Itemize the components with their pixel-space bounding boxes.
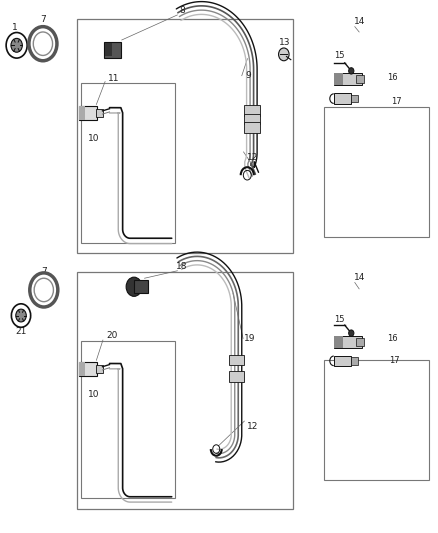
Bar bbox=[96, 365, 103, 373]
Bar bbox=[334, 93, 351, 104]
Bar bbox=[334, 73, 362, 85]
Bar bbox=[334, 356, 351, 366]
Text: 19: 19 bbox=[244, 334, 255, 343]
Bar bbox=[244, 114, 260, 124]
Circle shape bbox=[349, 330, 354, 336]
Bar bbox=[334, 73, 343, 85]
Text: 7: 7 bbox=[41, 268, 47, 276]
Text: 9: 9 bbox=[245, 71, 251, 80]
Text: 1: 1 bbox=[12, 23, 18, 32]
Circle shape bbox=[349, 68, 354, 74]
Circle shape bbox=[126, 277, 142, 296]
Text: 12: 12 bbox=[247, 422, 258, 431]
Bar bbox=[77, 19, 293, 253]
Text: 16: 16 bbox=[387, 334, 397, 343]
Bar bbox=[104, 42, 121, 58]
Bar bbox=[229, 354, 244, 365]
Bar bbox=[81, 341, 175, 498]
Bar bbox=[79, 362, 97, 376]
Circle shape bbox=[279, 48, 289, 61]
Bar bbox=[79, 106, 85, 120]
Bar bbox=[77, 272, 293, 509]
Bar bbox=[79, 106, 97, 120]
Bar bbox=[334, 336, 362, 348]
Text: 10: 10 bbox=[88, 390, 100, 399]
Bar bbox=[244, 105, 260, 116]
Bar bbox=[351, 357, 358, 365]
Bar bbox=[324, 360, 429, 480]
Text: 14: 14 bbox=[353, 17, 365, 26]
Bar bbox=[79, 362, 85, 376]
Circle shape bbox=[11, 38, 22, 52]
Text: 17: 17 bbox=[391, 97, 402, 106]
Text: 20: 20 bbox=[106, 332, 117, 340]
Bar bbox=[229, 371, 244, 382]
Bar bbox=[96, 109, 103, 117]
Text: 10: 10 bbox=[88, 134, 100, 143]
Text: 21: 21 bbox=[15, 327, 27, 336]
Circle shape bbox=[16, 309, 26, 322]
Bar bbox=[134, 280, 148, 293]
Text: 16: 16 bbox=[387, 73, 397, 82]
Bar bbox=[324, 107, 429, 237]
Bar bbox=[356, 75, 364, 83]
Bar bbox=[334, 336, 343, 348]
Text: 12: 12 bbox=[247, 153, 258, 161]
Text: 14: 14 bbox=[353, 273, 365, 281]
Text: 7: 7 bbox=[40, 15, 46, 23]
Bar bbox=[356, 338, 364, 346]
Text: 18: 18 bbox=[176, 262, 187, 271]
Text: 13: 13 bbox=[279, 38, 290, 47]
Text: 15: 15 bbox=[334, 316, 345, 324]
Text: 15: 15 bbox=[334, 52, 345, 60]
Bar bbox=[351, 95, 358, 102]
Text: 17: 17 bbox=[389, 357, 399, 365]
Bar bbox=[81, 83, 175, 243]
Bar bbox=[105, 43, 112, 56]
Text: 11: 11 bbox=[108, 75, 120, 83]
Bar bbox=[244, 123, 260, 133]
Text: 8: 8 bbox=[179, 6, 185, 15]
